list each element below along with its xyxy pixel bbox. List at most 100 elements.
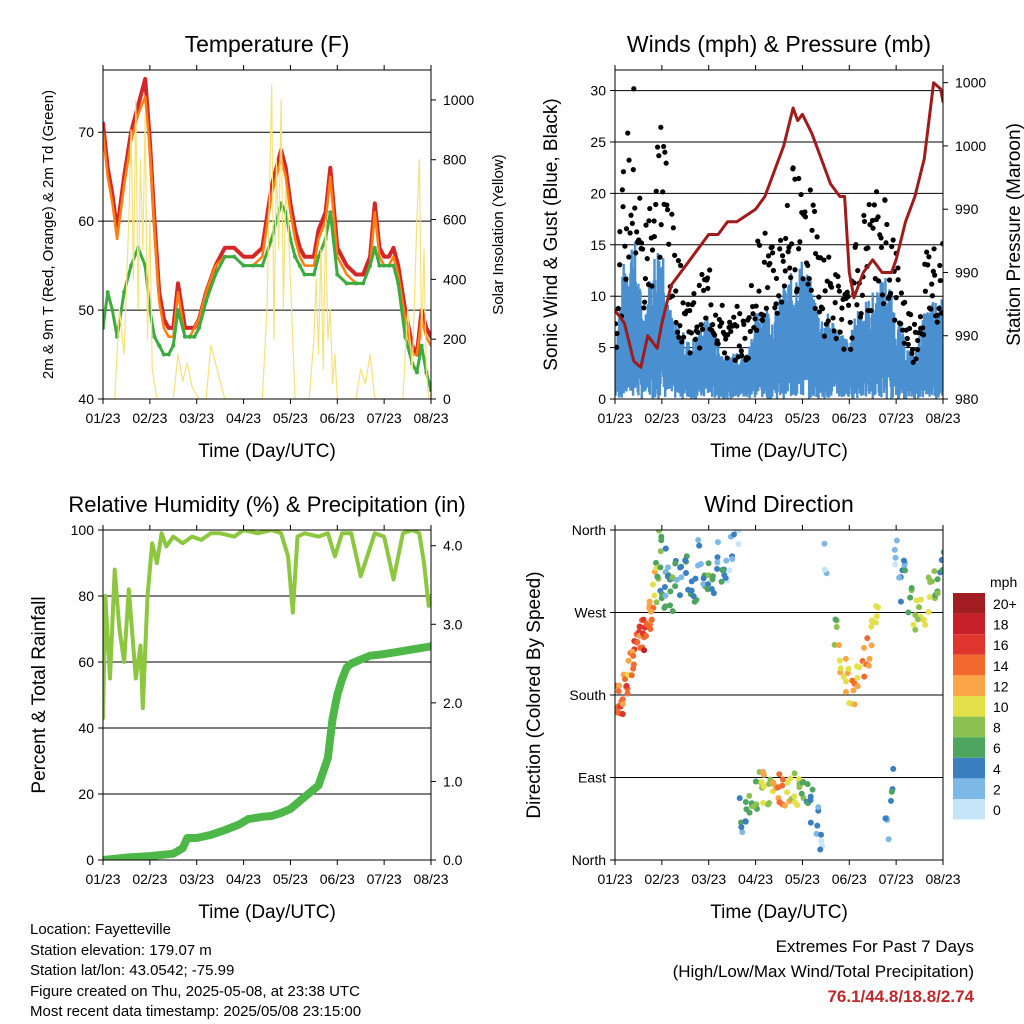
gust-point <box>878 244 885 251</box>
y2-tick-label: 600 <box>443 212 467 228</box>
y2-axis-label: Station Pressure (Maroon) <box>1004 123 1024 346</box>
dewpoint-point <box>354 281 359 286</box>
direction-point <box>742 799 749 806</box>
gust-point <box>814 234 820 240</box>
colorbar: mph 20+ 18 16 14 12 10 8 6 4 2 0 <box>953 574 1017 820</box>
gust-point <box>830 315 836 321</box>
dewpoint-point <box>187 334 192 339</box>
gust-point <box>750 311 756 317</box>
gust-point <box>664 207 671 213</box>
x-tick-label: 06/23 <box>832 871 867 887</box>
direction-point <box>900 557 907 564</box>
direction-point <box>938 556 943 563</box>
gust-point <box>676 334 682 340</box>
gust-point <box>914 347 921 353</box>
colorbar-swatch <box>953 613 985 635</box>
direction-point <box>708 586 715 593</box>
x-axis-label: Time (Day/UTC) <box>710 441 848 462</box>
dewpoint-point <box>328 210 333 215</box>
gust-point <box>890 237 896 243</box>
y-tick-label: 0 <box>598 391 606 407</box>
gust-point <box>734 323 740 329</box>
gust-point <box>626 254 632 260</box>
direction-point <box>842 689 849 696</box>
plot-frame <box>102 529 432 861</box>
gust-point <box>794 286 800 292</box>
gust-point <box>719 302 725 308</box>
x-tick-label: 07/23 <box>367 410 402 426</box>
dewpoint-point <box>105 290 110 295</box>
x-tick-label: 05/23 <box>273 410 308 426</box>
direction-point <box>723 557 730 564</box>
extremes-values: 76.1/44.8/18.8/2.74 <box>827 987 974 1006</box>
gust-point <box>662 149 668 155</box>
x-tick-label: 04/23 <box>738 871 773 887</box>
gust-point <box>832 300 838 306</box>
direction-point <box>672 583 679 590</box>
y-tick-label: 20 <box>590 185 606 201</box>
series-gust <box>615 86 943 365</box>
gust-point <box>664 202 670 208</box>
direction-point <box>628 672 635 679</box>
gust-point <box>800 276 806 282</box>
direction-point <box>672 560 679 567</box>
gust-point <box>911 321 918 327</box>
gust-point <box>839 305 845 311</box>
direction-point <box>891 546 898 553</box>
direction-point <box>905 609 912 616</box>
gust-point <box>657 254 663 260</box>
gust-point <box>739 352 745 359</box>
dewpoint-point <box>171 343 176 348</box>
y2-tick-label: 1.0 <box>443 773 463 789</box>
x-tick-label: 02/23 <box>132 871 167 887</box>
y2-tick-label: 1000 <box>955 75 986 91</box>
y-tick-label: 30 <box>590 83 606 99</box>
gust-point <box>731 314 737 320</box>
colorbar-label: 10 <box>993 699 1009 715</box>
direction-point <box>718 578 725 585</box>
dewpoint-point <box>183 334 187 339</box>
direction-point <box>853 663 860 670</box>
extremes-subtitle: (High/Low/Max Wind/Total Precipitation) <box>672 962 974 981</box>
direction-point <box>861 644 868 651</box>
direction-point <box>766 799 773 806</box>
direction-point <box>920 616 927 623</box>
gust-point <box>925 262 931 268</box>
direction-point <box>934 590 941 597</box>
dewpoint-point <box>110 308 115 313</box>
latest-timestamp: Most recent data timestamp: 2025/05/08 2… <box>30 1003 362 1020</box>
gust-point <box>808 287 814 293</box>
direction-point <box>657 564 664 571</box>
dewpoint-point <box>175 308 180 313</box>
direction-point <box>619 701 626 708</box>
direction-point <box>818 831 825 838</box>
gust-point <box>802 214 809 220</box>
direction-point <box>865 662 872 669</box>
direction-point <box>739 829 746 836</box>
x-tick-label: 08/23 <box>925 871 960 887</box>
y2-ticks: 980 990 990 990 1000 1000 <box>943 75 986 407</box>
colorbar-swatch <box>953 737 985 758</box>
x-ticks: 01/23 02/23 03/23 04/23 05/23 06/23 07/23 08/23 <box>597 525 961 887</box>
gust-point <box>623 226 630 232</box>
direction-point <box>907 594 914 601</box>
direction-point <box>714 554 721 561</box>
gust-point <box>756 242 763 248</box>
direction-point <box>940 549 943 555</box>
y-tick-label: 0 <box>86 852 94 868</box>
x-tick-label: 02/23 <box>132 410 167 426</box>
gust-point <box>802 209 808 215</box>
x-tick-label: 07/23 <box>879 410 914 426</box>
direction-point <box>650 581 657 588</box>
x-tick-label: 08/23 <box>925 410 960 426</box>
gust-point <box>898 321 904 327</box>
y-tick-label: West <box>574 605 606 621</box>
direction-point <box>866 655 873 662</box>
dewpoint-point <box>419 343 424 348</box>
x-ticks: 01/23 02/23 03/23 04/23 05/23 06/23 07/23 08/23 <box>85 525 449 887</box>
gust-point <box>658 124 664 130</box>
direction-point <box>914 616 921 623</box>
dewpoint-point <box>213 272 218 277</box>
direction-point <box>722 575 729 582</box>
y-axis-label: 2m & 9m T (Red, Orange) & 2m Td (Green) <box>40 90 57 379</box>
